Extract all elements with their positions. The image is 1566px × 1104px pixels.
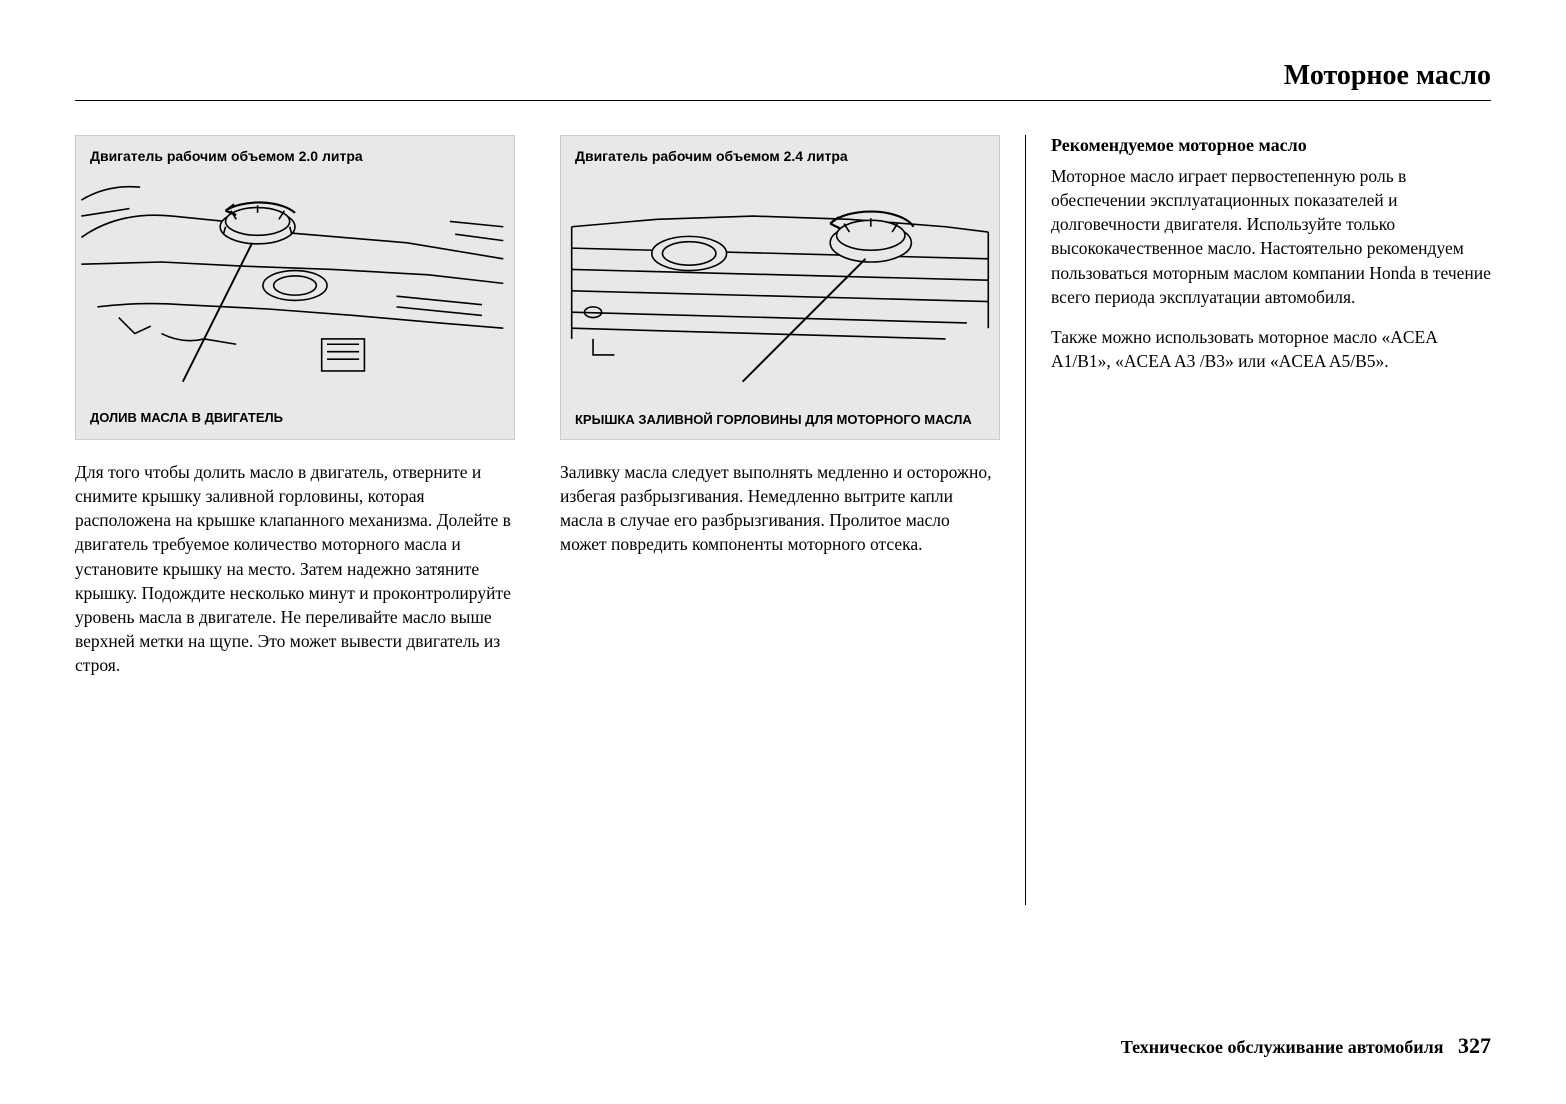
column-divider xyxy=(1025,135,1026,905)
header-rule xyxy=(75,100,1491,101)
engine-diagram-24 xyxy=(561,168,999,392)
body-paragraph: Заливку масла следует выполнять медленно… xyxy=(560,460,1000,557)
page-number: 327 xyxy=(1458,1033,1491,1058)
page-footer: Техническое обслуживание автомобиля 327 xyxy=(1121,1033,1491,1059)
footer-section: Техническое обслуживание автомобиля xyxy=(1121,1037,1444,1057)
content-columns: Двигатель рабочим объемом 2.0 литра xyxy=(75,135,1491,905)
figure-caption: ДОЛИВ МАСЛА В ДВИГАТЕЛЬ xyxy=(90,410,283,427)
figure-title: Двигатель рабочим объемом 2.0 литра xyxy=(90,148,500,164)
body-paragraph: Также можно использовать моторное масло … xyxy=(1051,325,1491,373)
engine-diagram-20 xyxy=(76,168,514,392)
body-paragraph: Моторное масло играет первостепенную рол… xyxy=(1051,164,1491,309)
column-2: Двигатель рабочим объемом 2.4 литра xyxy=(560,135,1000,905)
figure-title: Двигатель рабочим объемом 2.4 литра xyxy=(575,148,985,164)
figure-caption: КРЫШКА ЗАЛИВНОЙ ГОРЛОВИНЫ ДЛЯ МОТОРНОГО … xyxy=(575,412,972,429)
page-title: Моторное масло xyxy=(1284,60,1491,92)
column-3: Рекомендуемое моторное масло Моторное ма… xyxy=(1051,135,1491,905)
body-paragraph: Для того чтобы долить масло в двигатель,… xyxy=(75,460,515,677)
figure-engine-20: Двигатель рабочим объемом 2.0 литра xyxy=(75,135,515,440)
column-1: Двигатель рабочим объемом 2.0 литра xyxy=(75,135,515,905)
subheading: Рекомендуемое моторное масло xyxy=(1051,135,1491,156)
figure-engine-24: Двигатель рабочим объемом 2.4 литра xyxy=(560,135,1000,440)
